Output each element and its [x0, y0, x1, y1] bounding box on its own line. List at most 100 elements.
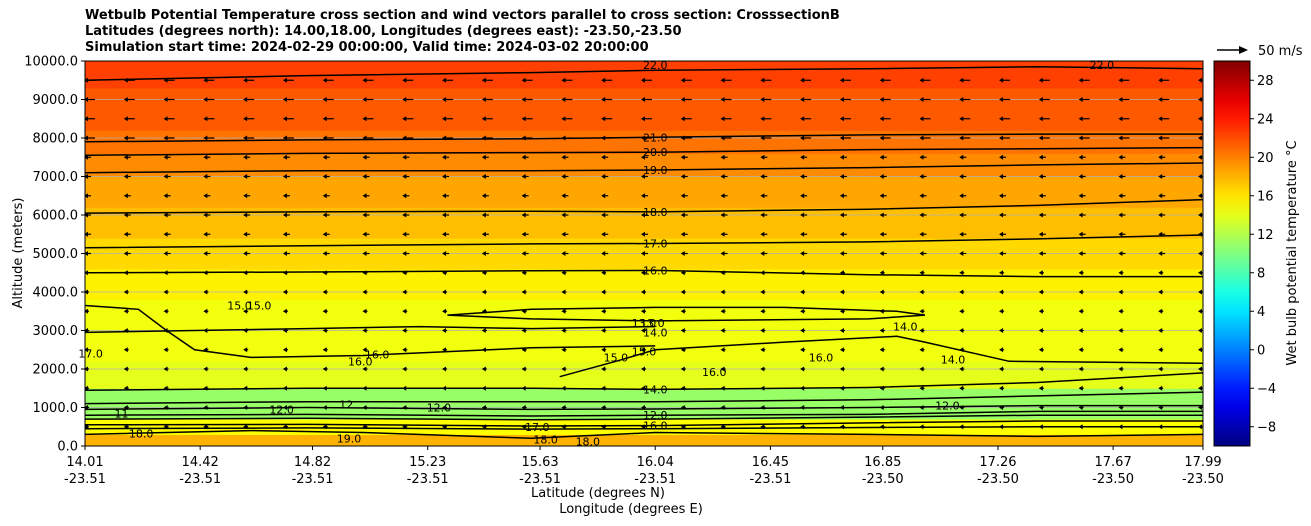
- colorbar-tick-label: 24: [1257, 112, 1274, 127]
- contour-label: 16.0: [643, 420, 668, 433]
- wind-vector-head: [601, 231, 606, 237]
- wind-vector-head: [322, 77, 327, 83]
- wind-vector-head: [402, 289, 407, 295]
- y-axis: 0.0 1000.0 2000.0 3000.0 4000.0 5000.0 6000.0 7…: [24, 55, 85, 455]
- wind-vector-head: [521, 289, 526, 295]
- wind-vector-head: [203, 231, 208, 237]
- wind-vector-head: [720, 405, 725, 410]
- colorbar-tick-label: 4: [1257, 305, 1265, 320]
- wind-vector-head: [322, 405, 327, 410]
- contour-line: [85, 325, 656, 334]
- wind-vector-head: [839, 135, 844, 141]
- wind-vector-head: [839, 424, 844, 430]
- wind-vector-head: [85, 308, 88, 314]
- wind-vector-head: [203, 366, 208, 372]
- wind-vector-head: [481, 328, 486, 333]
- wind-vector-head: [362, 270, 367, 276]
- wind-vector-head: [919, 193, 924, 199]
- wind-vector-head: [362, 289, 367, 295]
- wind-vector-head: [402, 251, 407, 256]
- wind-vector-head: [203, 212, 208, 218]
- wind-vector-head: [521, 424, 526, 430]
- x-tick-label-lat: 17.26: [979, 455, 1016, 470]
- wind-vector-head: [839, 231, 844, 237]
- wind-vector-head: [163, 270, 168, 276]
- wind-vector-head: [163, 385, 168, 391]
- wind-vector-head: [919, 270, 924, 276]
- wind-vector-head: [481, 154, 486, 160]
- wind-vector-head: [800, 405, 805, 410]
- wind-vector-head: [1118, 347, 1123, 353]
- contour-line: [85, 429, 1203, 440]
- wind-vector-head: [1198, 231, 1202, 237]
- wind-vector-head: [1118, 270, 1123, 276]
- wind-vector-head: [442, 308, 447, 314]
- wind-vector-head: [760, 270, 765, 276]
- wind-vector-head: [282, 135, 287, 141]
- wind-vector-head: [641, 270, 645, 276]
- wind-vector-head: [243, 328, 248, 333]
- wind-vector-head: [1038, 424, 1043, 430]
- chart-title-block: Wetbulb Potential Temperature cross sect…: [85, 8, 840, 56]
- wind-vector-head: [680, 424, 685, 430]
- wind-vector-head: [919, 135, 924, 141]
- wind-vector-head: [919, 308, 924, 314]
- contour-label: 17.0: [525, 421, 550, 434]
- wind-vector-head: [800, 116, 805, 122]
- wind-vector-head: [1158, 116, 1163, 122]
- wind-vector-head: [243, 289, 248, 295]
- wind-vector-head: [601, 193, 606, 199]
- wind-vector-head: [1078, 116, 1083, 122]
- wind-vector-head: [85, 270, 88, 276]
- wind-vector-head: [322, 328, 327, 333]
- wind-vector-head: [282, 424, 287, 430]
- wind-vector-head: [959, 154, 964, 160]
- wind-vector-head: [601, 251, 606, 256]
- wind-vector-head: [561, 97, 566, 102]
- wind-vector-head: [839, 385, 844, 391]
- wind-vector-head: [442, 193, 447, 199]
- wind-vector-head: [561, 154, 566, 160]
- contour-label: 12.0: [427, 402, 452, 415]
- wind-vector-head: [85, 212, 88, 218]
- chart-title-line-3: Simulation start time: 2024-02-29 00:00:…: [85, 40, 649, 55]
- wind-vector-head: [243, 231, 248, 237]
- wind-vector-head: [601, 154, 606, 160]
- wind-vector-head: [720, 328, 725, 333]
- contour-label: 12: [339, 398, 353, 411]
- wind-vector-head: [1198, 385, 1202, 391]
- wind-vector-head: [1198, 270, 1202, 276]
- wind-vector-head: [123, 212, 128, 218]
- x-tick-label-lon: -23.51: [634, 472, 676, 487]
- wind-vector-head: [1078, 174, 1083, 179]
- colorbar: −8 −4 0 4 8 12 16 20 24 28: [1213, 60, 1276, 447]
- wind-vector-head: [481, 116, 486, 122]
- wind-vector-head: [919, 289, 924, 295]
- wind-vector-head: [839, 154, 844, 160]
- wind-vector-head: [1158, 77, 1163, 83]
- wind-vector-head: [402, 347, 407, 353]
- wind-vector-head: [1158, 154, 1163, 160]
- wind-vector-head: [402, 366, 407, 372]
- wind-vector-head: [601, 366, 606, 372]
- wind-vector-head: [879, 308, 884, 314]
- x-tick-label-lat: 15.23: [409, 455, 446, 470]
- wind-vector-head: [243, 424, 248, 430]
- wind-vector-head: [760, 193, 765, 199]
- wind-vector-head: [163, 424, 168, 430]
- contour-label: 16.0: [348, 355, 373, 368]
- wind-vector-head: [85, 116, 88, 122]
- wind-vector-head: [481, 135, 486, 141]
- wind-vector-head: [521, 154, 526, 160]
- wind-vector-head: [1038, 135, 1043, 141]
- wind-vector-head: [680, 135, 685, 141]
- wind-vector-head: [442, 289, 447, 295]
- wind-vector-head: [243, 135, 248, 141]
- wind-vector-head: [442, 270, 447, 276]
- wind-vector-head: [1158, 212, 1163, 218]
- wind-vector-head: [442, 405, 447, 410]
- wind-vector-head: [402, 328, 407, 333]
- wind-vector-head: [999, 174, 1004, 179]
- wind-vector-head: [919, 366, 924, 372]
